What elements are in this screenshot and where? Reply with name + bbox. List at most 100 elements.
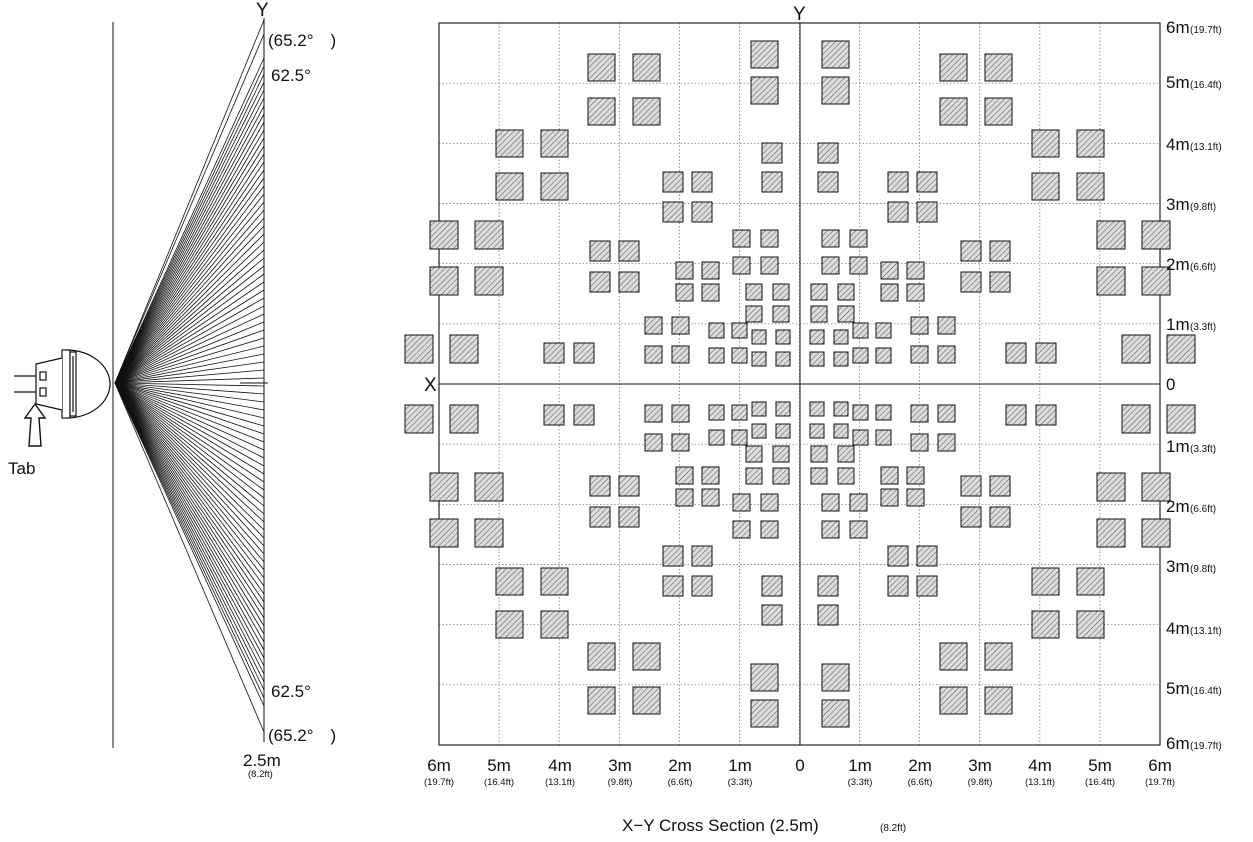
detection-zone [750,76,779,105]
detection-ray [114,129,265,384]
detection-ray [114,382,265,707]
bottom-tick-label: 0 [795,756,804,775]
detection-zone [810,445,828,463]
detection-zone [691,545,713,567]
detection-zone [760,229,779,248]
detection-zone [632,53,661,82]
detection-ray [114,382,265,395]
detection-zone [751,351,767,367]
right-tick-ft: (6.6ft) [1190,262,1216,273]
detection-zone [495,610,524,639]
detection-ray [114,382,265,475]
detection-zone [760,520,779,539]
detection-zone [937,404,956,423]
detection-zone [809,401,825,417]
right-tick-ft: (16.4ft) [1190,686,1222,697]
bottom-outer-angle: (65.2° ) [268,726,336,745]
detection-zone [751,401,767,417]
detection-ray [114,382,265,539]
bottom-tick-ft: (9.8ft) [968,777,993,788]
detection-zone [1035,342,1057,364]
detection-zone [849,256,868,275]
bottom-tick-label: 1m [728,756,752,775]
bottom-tick-ft: (6.6ft) [908,777,933,788]
detection-zone [760,256,779,275]
detection-zone [449,334,479,364]
detection-ray [114,382,265,467]
detection-zone [731,347,748,364]
detection-ray [114,57,265,384]
right-tick-label: 4m [1166,619,1190,638]
detection-ray [114,369,265,384]
detection-ray [114,225,265,384]
detection-zone [833,401,849,417]
detection-zone [745,283,763,301]
detection-zone [809,423,825,439]
side-distance-label: 2.5m [243,751,281,770]
detection-zone [540,567,569,596]
detection-zone [708,322,725,339]
detection-ray [114,382,265,733]
detection-zone [644,316,663,335]
detection-zone [701,283,720,302]
detection-zone [852,322,869,339]
right-tick-ft: (13.1ft) [1190,626,1222,637]
right-tick-labels: 6m (19.7ft)5m (16.4ft)4m (13.1ft)3m (9.8ft)2… [1166,18,1222,753]
detection-zone [821,256,840,275]
detection-zone [589,240,611,262]
bottom-tick-label: 3m [608,756,632,775]
detection-ray [114,382,265,451]
detection-zone [429,266,459,296]
detection-ray [114,382,265,483]
detection-zone [543,404,565,426]
detection-zone [632,97,661,126]
detection-ray [114,249,265,384]
detection-zone [875,429,892,446]
detection-ray [114,89,265,384]
detection-zone [875,322,892,339]
detection-zone [761,142,783,164]
detection-ray [114,382,265,427]
detection-zone [691,575,713,597]
detection-zone [662,545,684,567]
detection-zone [810,305,828,323]
bottom-tick-ft: (3.3ft) [848,777,873,788]
right-tick-label: 5m [1166,679,1190,698]
right-tick-label: 4m [1166,135,1190,154]
detection-ray [114,382,265,651]
detection-ray [114,281,265,384]
right-tick-label: 1m [1166,315,1190,334]
bottom-tick-ft: (19.7ft) [1145,777,1175,788]
detection-ray [114,382,265,595]
detection-ray [114,145,265,384]
detection-zone [1096,518,1126,548]
detection-ray [114,382,265,643]
detection-zone [910,316,929,335]
detection-zone [910,404,929,423]
top-inner-angle: 62.5° [271,66,311,85]
detection-zone [852,347,869,364]
cross-section: Y X 6m(19.7ft)5m(16.4ft)4m(13.1ft)3m(9.8… [404,4,1222,835]
detection-zone [960,506,982,528]
detection-zone [474,472,504,502]
detection-rays [114,19,265,733]
detection-zone [837,467,855,485]
detection-zone [916,201,938,223]
detection-zone [675,261,694,280]
detection-zone [644,345,663,364]
detection-zone [1031,129,1060,158]
detection-zone [618,271,640,293]
detection-zone [833,423,849,439]
detection-zone [745,445,763,463]
detection-ray [114,382,265,619]
detection-zone [833,351,849,367]
detection-zone [745,467,763,485]
detection-ray [114,169,265,384]
detection-zone [474,518,504,548]
detection-zone [540,610,569,639]
detection-ray [114,382,265,603]
detection-ray [114,201,265,384]
bottom-tick-label: 1m [848,756,872,775]
right-tick-ft: (9.8ft) [1190,564,1216,575]
detection-zone [810,283,828,301]
